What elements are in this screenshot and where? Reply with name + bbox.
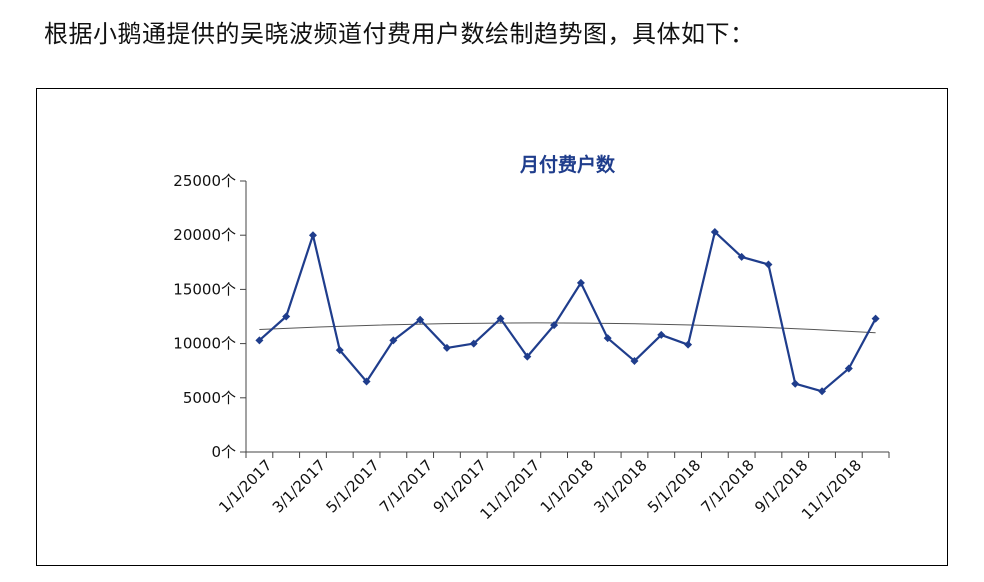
trendline <box>259 322 876 334</box>
data-point <box>657 330 666 339</box>
data-point <box>308 231 317 240</box>
data-point <box>550 321 559 330</box>
series-line <box>258 230 877 393</box>
data-point <box>282 312 291 321</box>
data-point <box>764 260 773 269</box>
data-point <box>737 252 746 261</box>
y-tick-label: 15000个 <box>173 280 236 298</box>
y-tick-label: 20000个 <box>173 226 236 244</box>
data-point <box>469 339 478 348</box>
data-point <box>603 334 612 343</box>
data-point <box>844 364 853 373</box>
data-point <box>791 379 800 388</box>
data-point <box>496 314 505 323</box>
x-tick-label: 5/1/2018 <box>644 456 704 516</box>
x-tick-label: 7/1/2018 <box>698 456 758 516</box>
data-point <box>576 278 585 287</box>
x-tick-label: 3/1/2017 <box>269 456 329 516</box>
data-point <box>389 336 398 345</box>
x-tick-label: 1/1/2017 <box>215 456 275 516</box>
caption-text: 根据小鹅通提供的吴晓波频道付费用户数绘制趋势图，具体如下： <box>44 20 755 48</box>
data-point <box>255 336 264 345</box>
data-point <box>362 377 371 386</box>
data-point <box>710 227 719 236</box>
data-point <box>684 340 693 349</box>
line-chart: 月付费户数 0个 5000个 10000个 15000个 20000个 25000个 1/1/… <box>173 153 890 523</box>
chart-title: 月付费户数 <box>519 153 616 176</box>
y-tick-label: 5000个 <box>183 389 236 407</box>
x-tick-label: 3/1/2018 <box>590 456 650 516</box>
x-tick-label: 1/1/2018 <box>537 456 597 516</box>
x-tick-label: 5/1/2017 <box>322 456 382 516</box>
data-point <box>442 343 451 352</box>
data-point <box>630 356 639 365</box>
data-point <box>416 315 425 324</box>
x-tick-label: 7/1/2017 <box>376 456 436 516</box>
y-tick-label: 0个 <box>211 443 236 461</box>
y-tick-label: 10000个 <box>173 335 236 353</box>
data-point <box>818 387 827 396</box>
chart-frame: 月付费户数 0个 5000个 10000个 15000个 20000个 25000个 1/1/… <box>36 88 948 566</box>
data-point <box>523 352 532 361</box>
data-point <box>871 314 880 323</box>
data-point <box>335 346 344 355</box>
y-tick-label: 25000个 <box>173 172 236 190</box>
